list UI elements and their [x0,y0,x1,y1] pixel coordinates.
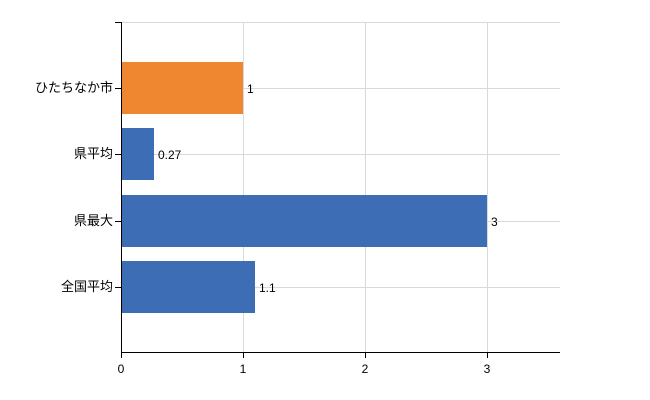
value-label-3: 1.1 [259,281,276,295]
y-tick-2 [115,221,121,222]
value-label-0: 1 [247,82,254,96]
x-gridline-1 [243,22,244,353]
y-gridline-row-3 [121,287,560,288]
x-tick-label-1: 1 [239,362,247,376]
x-gridline-3 [487,22,488,353]
x-tick-3 [487,353,488,358]
bar-3 [122,261,255,313]
x-gridline-2 [365,22,366,353]
category-label-1: 県平均 [73,146,113,161]
y-tick-3 [115,287,121,288]
y-tick-0 [115,88,121,89]
bar-0 [122,62,243,114]
x-tick-2 [365,353,366,358]
category-label-3: 全国平均 [60,279,113,294]
value-label-1: 0.27 [158,148,182,162]
bar-1 [122,128,154,180]
x-tick-label-3: 3 [483,362,491,376]
x-tick-1 [243,353,244,358]
y-axis-line [121,22,122,353]
y-axis-top-tick [115,22,121,23]
category-label-2: 県最大 [73,213,113,228]
x-tick-label-2: 2 [361,362,369,376]
y-gridline-row-1 [121,154,560,155]
plot-area: 1 0.27 3 1.1 [121,22,560,353]
category-label-0: ひたちなか市 [34,80,113,95]
x-axis-line [121,352,560,353]
bar-2 [122,195,487,247]
y-tick-1 [115,154,121,155]
value-label-2: 3 [491,215,498,229]
y-gridline-row-0 [121,88,560,89]
x-tick-0 [121,353,122,358]
plot-top-border [121,22,560,23]
x-tick-label-0: 0 [117,362,125,376]
